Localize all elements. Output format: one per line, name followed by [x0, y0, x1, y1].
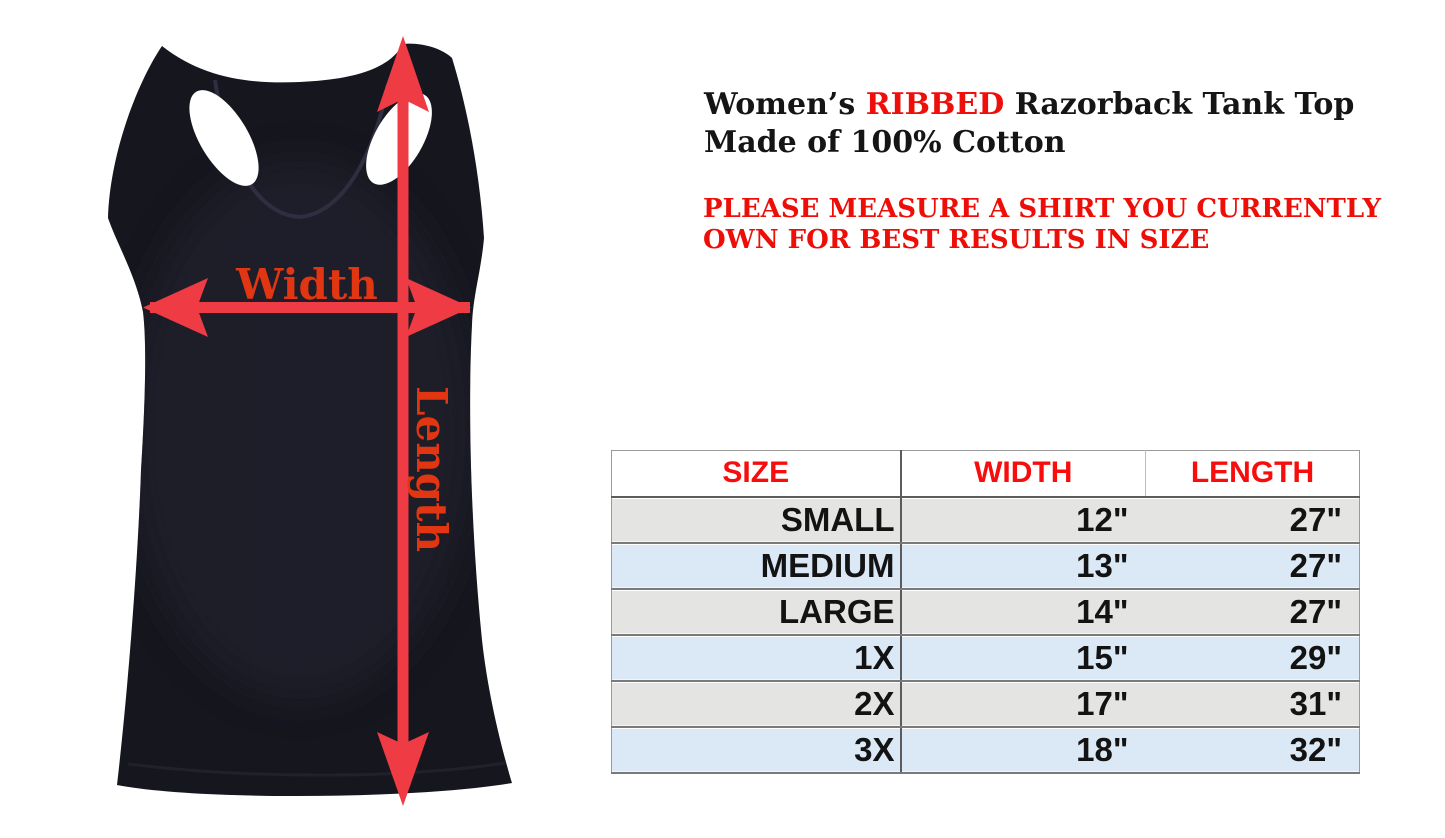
header-size: SIZE — [611, 450, 902, 498]
title-part1: Women’s — [704, 87, 866, 122]
size-chart-header-row: SIZE WIDTH LENGTH — [611, 450, 1360, 498]
table-row: 1X 15" 29" — [611, 634, 1360, 682]
table-row: 3X 18" 32" — [611, 726, 1360, 774]
cell-width: 13" — [900, 542, 1146, 590]
cell-length: 29" — [1145, 634, 1360, 682]
cell-width: 17" — [900, 680, 1146, 728]
cell-width: 18" — [900, 726, 1146, 774]
cell-width: 12" — [900, 496, 1146, 544]
tank-top-diagram: Width Length — [0, 0, 600, 838]
table-row: MEDIUM 13" 27" — [611, 542, 1360, 590]
cell-size: SMALL — [611, 496, 902, 544]
fabric-highlight — [125, 160, 475, 700]
cell-size: 1X — [611, 634, 902, 682]
cell-length: 31" — [1145, 680, 1360, 728]
cell-length: 27" — [1145, 542, 1360, 590]
size-chart: SIZE WIDTH LENGTH SMALL 12" 27" MEDIUM 1… — [611, 450, 1360, 774]
width-arrow — [143, 278, 471, 337]
cell-size: 2X — [611, 680, 902, 728]
cell-size: LARGE — [611, 588, 902, 636]
header-width: WIDTH — [900, 450, 1146, 498]
header-length: LENGTH — [1145, 450, 1360, 498]
size-chart-table: SIZE WIDTH LENGTH SMALL 12" 27" MEDIUM 1… — [611, 450, 1360, 774]
table-row: SMALL 12" 27" — [611, 496, 1360, 544]
product-title: Women’s RIBBED Razorback Tank Top Made o… — [704, 86, 1354, 162]
title-ribbed-accent: RIBBED — [865, 87, 1005, 122]
measure-warning-line1: PLEASE MEASURE A SHIRT YOU CURRENTLY — [703, 194, 1382, 224]
length-arrow — [377, 36, 429, 806]
cell-length: 32" — [1145, 726, 1360, 774]
measure-warning: PLEASE MEASURE A SHIRT YOU CURRENTLY OWN… — [703, 194, 1381, 256]
cell-width: 14" — [900, 588, 1146, 636]
table-row: 2X 17" 31" — [611, 680, 1360, 728]
cell-size: MEDIUM — [611, 542, 902, 590]
title-part2: Razorback Tank Top — [1004, 87, 1355, 122]
width-label: Width — [235, 260, 378, 309]
cell-width: 15" — [900, 634, 1146, 682]
left-armhole — [189, 90, 259, 186]
cell-length: 27" — [1145, 496, 1360, 544]
product-title-line1: Women’s RIBBED Razorback Tank Top — [704, 86, 1354, 124]
cell-length: 27" — [1145, 588, 1360, 636]
length-label: Length — [407, 386, 456, 552]
hem-fold-line — [127, 761, 506, 777]
cell-size: 3X — [611, 726, 902, 774]
table-row: LARGE 14" 27" — [611, 588, 1360, 636]
product-title-line2: Made of 100% Cotton — [704, 125, 1066, 160]
measure-warning-line2: OWN FOR BEST RESULTS IN SIZE — [703, 225, 1210, 255]
